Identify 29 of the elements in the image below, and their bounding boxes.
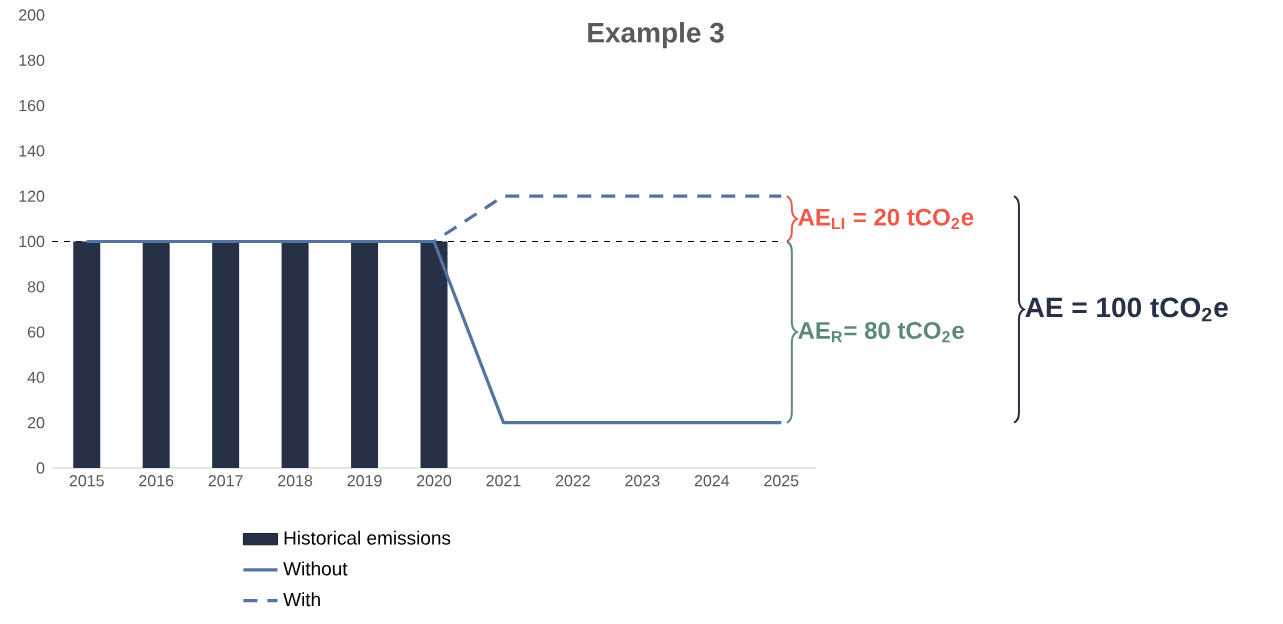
x-tick-label: 2022 — [555, 475, 590, 487]
y-tick-label: 20 — [27, 417, 45, 429]
chart-title: Example 3 — [588, 22, 724, 49]
y-tick-label: 80 — [27, 281, 45, 293]
y-tick-label: 140 — [19, 145, 45, 157]
y-tick-label: 60 — [27, 326, 45, 338]
text: AE = 100 tCO$_{2}$e — [1025, 297, 1228, 322]
y-tick-label: 40 — [27, 371, 45, 384]
y-tick-label: 180 — [19, 54, 45, 66]
x-tick-label: 2015 — [69, 475, 104, 487]
x-tick-label: 2018 — [278, 475, 313, 487]
x-tick-label: 2024 — [694, 475, 730, 487]
legend-label: With — [283, 592, 320, 607]
x-tick-label: 2020 — [417, 475, 452, 487]
y-tick-label: 120 — [19, 190, 45, 202]
y-tick-label: 0 — [36, 462, 45, 474]
annotation: AE$_{R}$= 80 tCO$_{2}$e — [798, 321, 964, 343]
x-tick-label: 2021 — [486, 475, 521, 487]
legend-label: Without — [283, 561, 348, 576]
x-tick-label: 2016 — [139, 475, 174, 487]
annotation: AE$_{LI}$ = 20 tCO$_{2}$e — [798, 208, 974, 230]
legend-label: Historical emissions — [284, 530, 451, 545]
y-tick-label: 200 — [19, 9, 45, 21]
x-tick-label: 2017 — [208, 475, 243, 487]
x-tick-label: 2025 — [764, 475, 799, 487]
x-tick-label: 2019 — [347, 475, 382, 487]
y-tick-label: 160 — [19, 99, 45, 112]
y-tick-label: 100 — [19, 235, 45, 248]
x-tick-label: 2023 — [625, 475, 660, 487]
